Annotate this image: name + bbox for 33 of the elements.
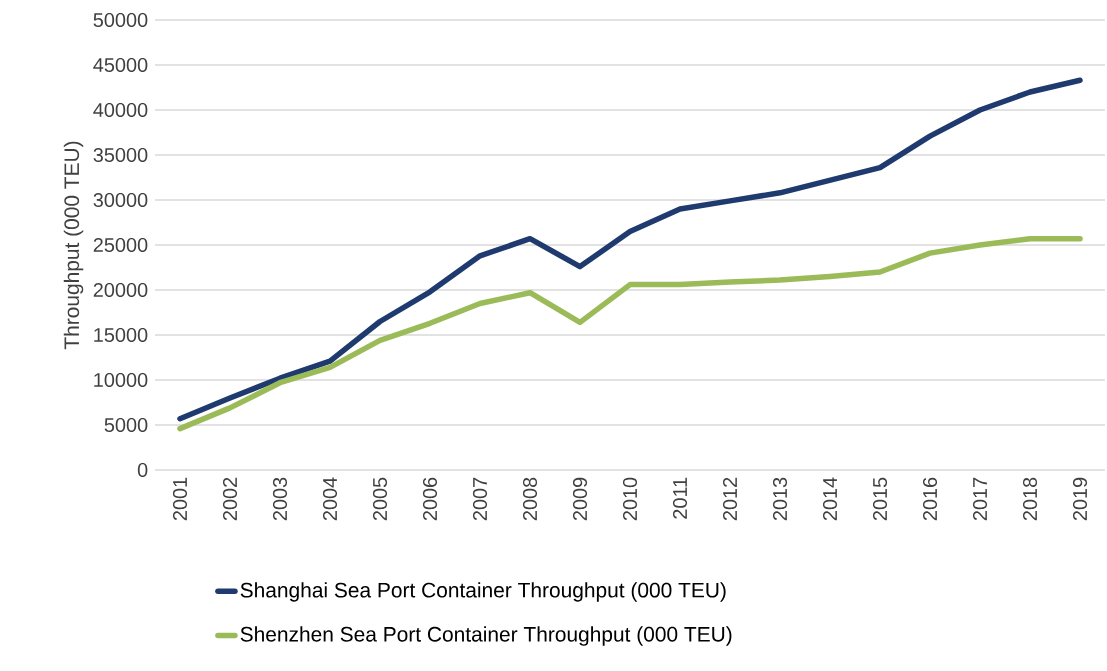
x-tick-label: 2014 [822,477,838,521]
x-tick-label: 2007 [472,477,488,521]
y-tick-label: 40000 [93,102,148,118]
y-tick-label: 35000 [93,147,148,163]
x-tick-label: 2002 [222,477,238,521]
x-tick-label: 2017 [972,477,988,521]
x-tick-label: 2015 [872,477,888,521]
x-tick-label: 2012 [722,477,738,521]
x-tick-label: 2005 [372,477,388,521]
y-tick-label: 5000 [104,417,148,433]
x-tick-label: 2011 [672,477,688,519]
x-tick-label: 2008 [522,477,538,521]
x-tick-label: 2001 [172,477,188,521]
x-tick-label: 2019 [1072,477,1088,521]
x-tick-label: 2004 [322,477,338,521]
legend-label: Shanghai Sea Port Container Throughput (000 TEU) [240,582,726,602]
y-tick-label: 10000 [94,372,148,388]
legend-label: Shenzhen Sea Port Container Throughput (000 TEU) [240,626,732,646]
x-tick-label: 2003 [272,477,288,521]
x-tick-label: 2006 [422,477,438,521]
x-tick-label: 2010 [622,477,638,521]
y-tick-label: 20000 [93,282,148,298]
y-axis-title: Throughput (000 TEU) [63,141,84,350]
x-tick-label: 2016 [922,477,938,521]
x-tick-label: 2018 [1022,477,1038,521]
y-tick-label: 45000 [93,57,148,73]
x-tick-label: 2009 [572,477,588,521]
y-tick-label: 0 [137,462,148,478]
y-tick-label: 15000 [94,327,148,343]
y-tick-label: 25000 [93,237,148,253]
x-tick-label: 2013 [772,477,788,521]
y-tick-label: 30000 [93,192,148,208]
y-tick-label: 50000 [93,12,148,28]
